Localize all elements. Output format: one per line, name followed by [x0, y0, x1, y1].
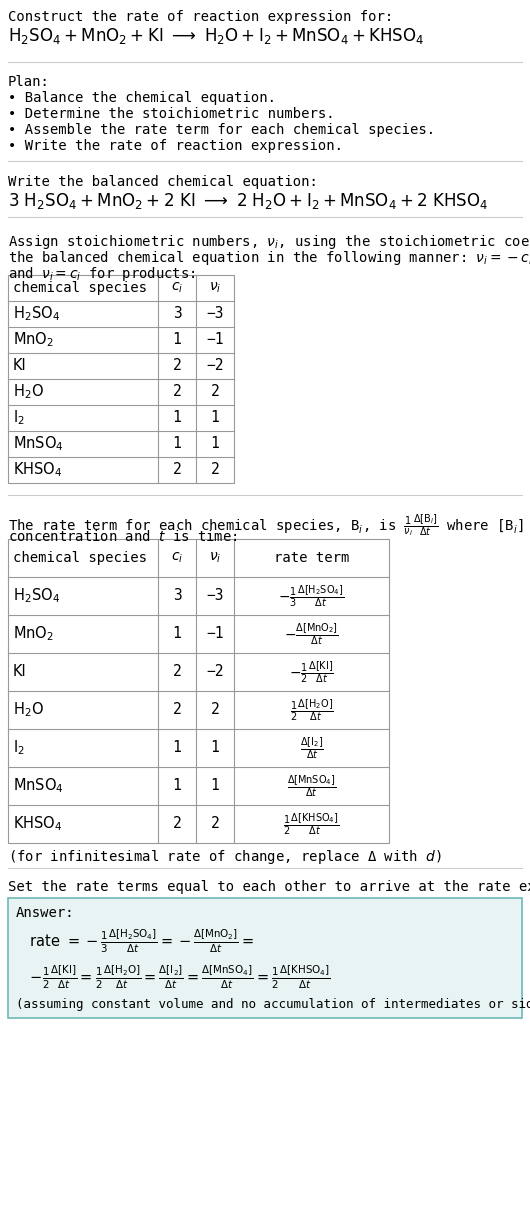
Text: $c_i$: $c_i$: [171, 551, 183, 565]
Text: MnSO$_4$: MnSO$_4$: [13, 777, 64, 795]
Text: • Balance the chemical equation.: • Balance the chemical equation.: [8, 91, 276, 105]
Text: −3: −3: [206, 588, 224, 604]
Text: $-\frac{1}{3}\frac{\Delta[\mathrm{H_2SO_4}]}{\Delta t}$: $-\frac{1}{3}\frac{\Delta[\mathrm{H_2SO_…: [278, 583, 344, 609]
Text: 3: 3: [173, 307, 181, 321]
Text: −2: −2: [206, 359, 224, 373]
Text: 1: 1: [173, 627, 181, 641]
Text: Set the rate terms equal to each other to arrive at the rate expression:: Set the rate terms equal to each other t…: [8, 879, 530, 894]
Text: $\mathrm{3\ H_2SO_4 + MnO_2 + 2\ KI\ \longrightarrow\ 2\ H_2O + I_2 + MnSO_4 + 2: $\mathrm{3\ H_2SO_4 + MnO_2 + 2\ KI\ \lo…: [8, 191, 488, 211]
Text: KI: KI: [13, 359, 26, 373]
Bar: [8, 539, 389, 843]
Text: −2: −2: [206, 664, 224, 679]
Text: chemical species: chemical species: [13, 551, 147, 565]
Text: 1: 1: [210, 411, 219, 425]
Text: • Write the rate of reaction expression.: • Write the rate of reaction expression.: [8, 139, 343, 153]
Text: $-\frac{1}{2}\frac{\Delta[\mathrm{KI}]}{\Delta t}$: $-\frac{1}{2}\frac{\Delta[\mathrm{KI}]}{…: [289, 660, 334, 685]
Text: 2: 2: [173, 664, 181, 679]
Text: $-\frac{1}{2}\frac{\Delta[\mathrm{KI}]}{\Delta t} = \frac{1}{2}\frac{\Delta[\mat: $-\frac{1}{2}\frac{\Delta[\mathrm{KI}]}{…: [16, 964, 331, 992]
Text: Answer:: Answer:: [16, 906, 75, 920]
Text: chemical species: chemical species: [13, 281, 147, 295]
Text: 2: 2: [173, 463, 181, 477]
Text: H$_2$O: H$_2$O: [13, 701, 44, 719]
Bar: [8, 275, 234, 483]
Text: $\frac{\Delta[\mathrm{I_2}]}{\Delta t}$: $\frac{\Delta[\mathrm{I_2}]}{\Delta t}$: [299, 736, 323, 761]
Text: H$_2$SO$_4$: H$_2$SO$_4$: [13, 587, 60, 605]
Text: (assuming constant volume and no accumulation of intermediates or side products): (assuming constant volume and no accumul…: [16, 998, 530, 1011]
Text: 2: 2: [210, 703, 219, 718]
Text: 1: 1: [173, 332, 181, 348]
Text: (for infinitesimal rate of change, replace Δ with $d$): (for infinitesimal rate of change, repla…: [8, 848, 442, 866]
Text: MnO$_2$: MnO$_2$: [13, 331, 54, 349]
Text: • Determine the stoichiometric numbers.: • Determine the stoichiometric numbers.: [8, 108, 334, 121]
Text: 1: 1: [173, 778, 181, 794]
Text: H$_2$O: H$_2$O: [13, 383, 44, 401]
Text: rate $= -\frac{1}{3}\frac{\Delta[\mathrm{H_2SO_4}]}{\Delta t} = -\frac{\Delta[\m: rate $= -\frac{1}{3}\frac{\Delta[\mathrm…: [16, 928, 254, 956]
Text: KI: KI: [13, 664, 26, 679]
Text: Plan:: Plan:: [8, 75, 50, 89]
Text: rate term: rate term: [274, 551, 349, 565]
Bar: [8, 898, 522, 1018]
Text: 2: 2: [210, 817, 219, 831]
Text: $\frac{1}{2}\frac{\Delta[\mathrm{H_2O}]}{\Delta t}$: $\frac{1}{2}\frac{\Delta[\mathrm{H_2O}]}…: [289, 697, 333, 722]
Text: concentration and $t$ is time:: concentration and $t$ is time:: [8, 529, 237, 544]
Text: The rate term for each chemical species, B$_i$, is $\frac{1}{\nu_i}\frac{\Delta[: The rate term for each chemical species,…: [8, 513, 530, 539]
Text: 1: 1: [173, 411, 181, 425]
Text: I$_2$: I$_2$: [13, 738, 25, 757]
Text: MnO$_2$: MnO$_2$: [13, 625, 54, 644]
Text: MnSO$_4$: MnSO$_4$: [13, 435, 64, 453]
Text: H$_2$SO$_4$: H$_2$SO$_4$: [13, 304, 60, 324]
Text: • Assemble the rate term for each chemical species.: • Assemble the rate term for each chemic…: [8, 123, 435, 137]
Text: $\frac{1}{2}\frac{\Delta[\mathrm{KHSO_4}]}{\Delta t}$: $\frac{1}{2}\frac{\Delta[\mathrm{KHSO_4}…: [284, 811, 340, 837]
Text: 2: 2: [173, 817, 181, 831]
Text: 1: 1: [210, 436, 219, 452]
Text: $\frac{\Delta[\mathrm{MnSO_4}]}{\Delta t}$: $\frac{\Delta[\mathrm{MnSO_4}]}{\Delta t…: [287, 773, 336, 798]
Text: 2: 2: [173, 359, 181, 373]
Text: 3: 3: [173, 588, 181, 604]
Text: 2: 2: [210, 384, 219, 400]
Text: 2: 2: [173, 384, 181, 400]
Text: $\nu_i$: $\nu_i$: [209, 551, 221, 565]
Text: $\mathrm{H_2SO_4 + MnO_2 + KI\ \longrightarrow\ H_2O + I_2 + MnSO_4 + KHSO_4}$: $\mathrm{H_2SO_4 + MnO_2 + KI\ \longrigh…: [8, 27, 425, 46]
Text: $c_i$: $c_i$: [171, 280, 183, 295]
Text: 2: 2: [173, 703, 181, 718]
Text: $\nu_i$: $\nu_i$: [209, 280, 221, 295]
Text: and $\nu_i = c_i$ for products:: and $\nu_i = c_i$ for products:: [8, 265, 196, 283]
Text: 1: 1: [210, 741, 219, 755]
Text: 1: 1: [173, 741, 181, 755]
Text: 1: 1: [210, 778, 219, 794]
Text: −3: −3: [206, 307, 224, 321]
Text: 2: 2: [210, 463, 219, 477]
Text: −1: −1: [206, 627, 224, 641]
Text: KHSO$_4$: KHSO$_4$: [13, 460, 63, 480]
Text: Assign stoichiometric numbers, $\nu_i$, using the stoichiometric coefficients, $: Assign stoichiometric numbers, $\nu_i$, …: [8, 233, 530, 251]
Text: Construct the rate of reaction expression for:: Construct the rate of reaction expressio…: [8, 10, 393, 24]
Text: I$_2$: I$_2$: [13, 408, 25, 428]
Text: Write the balanced chemical equation:: Write the balanced chemical equation:: [8, 175, 318, 188]
Text: −1: −1: [206, 332, 224, 348]
Text: KHSO$_4$: KHSO$_4$: [13, 814, 63, 834]
Text: 1: 1: [173, 436, 181, 452]
Text: $-\frac{\Delta[\mathrm{MnO_2}]}{\Delta t}$: $-\frac{\Delta[\mathrm{MnO_2}]}{\Delta t…: [284, 621, 339, 646]
Text: the balanced chemical equation in the following manner: $\nu_i = -c_i$ for react: the balanced chemical equation in the fo…: [8, 249, 530, 267]
